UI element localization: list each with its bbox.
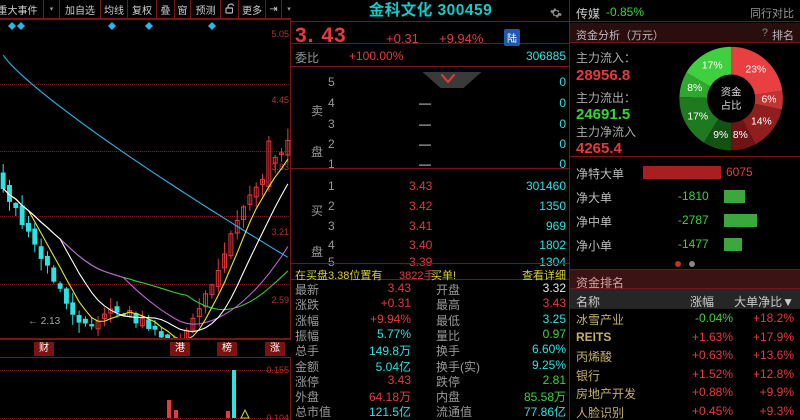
svg-text:9%: 9% bbox=[713, 130, 728, 141]
svg-text:资金: 资金 bbox=[721, 86, 742, 99]
svg-text:17%: 17% bbox=[702, 61, 723, 72]
svg-text:8%: 8% bbox=[733, 130, 748, 141]
svg-text:8%: 8% bbox=[687, 83, 702, 94]
svg-text:占比: 占比 bbox=[721, 99, 742, 112]
svg-text:17%: 17% bbox=[687, 111, 708, 122]
svg-text:23%: 23% bbox=[745, 65, 766, 76]
svg-text:6%: 6% bbox=[762, 95, 777, 106]
svg-text:14%: 14% bbox=[751, 116, 772, 127]
